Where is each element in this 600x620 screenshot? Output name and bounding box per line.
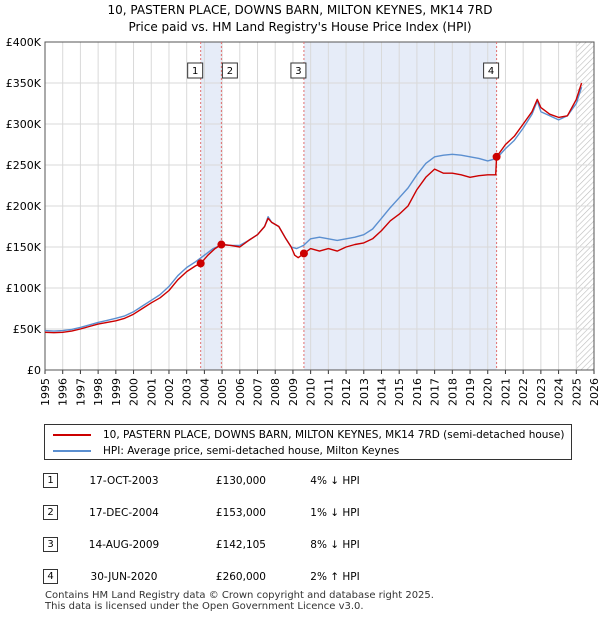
x-tick-label: 1997 [74, 378, 87, 406]
sale-price: £153,000 [215, 507, 266, 519]
sale-marker-badge-label: 1 [192, 66, 198, 77]
sale-price: £260,000 [215, 571, 266, 583]
sale-marker-badge [221, 62, 238, 79]
footer-line-2: This data is licensed under the Open Gov… [45, 601, 364, 612]
sale-point [217, 240, 226, 249]
chart-legend: 10, PASTERN PLACE, DOWNS BARN, MILTON KE… [44, 424, 572, 460]
x-tick-label: 2024 [553, 378, 566, 406]
sale-marker-badge [483, 62, 500, 79]
x-tick-label: 2018 [446, 378, 459, 406]
sale-point [492, 152, 501, 161]
x-tick-label: 2010 [305, 378, 318, 406]
chart-title: 10, PASTERN PLACE, DOWNS BARN, MILTON KE… [108, 3, 493, 17]
sale-hpi-diff: 2% ↑ HPI [310, 571, 360, 583]
x-tick-label: 2008 [269, 378, 282, 406]
sale-price: £142,105 [215, 539, 266, 551]
sale-number-badge: 4 [43, 569, 58, 584]
x-tick-label: 2026 [588, 378, 600, 406]
sale-point [196, 259, 205, 268]
y-tick-label: £150K [6, 241, 42, 254]
sale-row: 1 17-OCT-2003 £130,000 4% ↓ HPI [0, 468, 600, 494]
sale-row: 3 14-AUG-2009 £142,105 8% ↓ HPI [0, 532, 600, 558]
x-tick-label: 2017 [429, 378, 442, 406]
sale-number-badge: 1 [43, 473, 58, 488]
sale-marker-badge-label: 4 [488, 66, 494, 77]
footer-line-1: Contains HM Land Registry data © Crown c… [45, 590, 434, 601]
x-tick-label: 1996 [57, 378, 70, 406]
x-tick-label: 2023 [535, 378, 548, 406]
sale-hpi-diff: 1% ↓ HPI [310, 507, 360, 519]
sale-hpi-diff: 8% ↓ HPI [310, 539, 360, 551]
sale-date: 17-OCT-2003 [89, 475, 159, 487]
x-tick-label: 2009 [287, 378, 300, 406]
x-tick-label: 2004 [198, 378, 211, 406]
x-tick-label: 2019 [464, 378, 477, 406]
chart-subtitle: Price paid vs. HM Land Registry's House … [128, 20, 471, 34]
sale-marker-badge [290, 62, 307, 79]
sale-number-badge: 2 [43, 505, 58, 520]
sale-price: £130,000 [215, 475, 266, 487]
y-tick-label: £300K [6, 118, 42, 131]
footer-attribution: Contains HM Land Registry data © Crown c… [45, 590, 434, 612]
y-tick-label: £350K [6, 77, 42, 90]
legend-item-property: 10, PASTERN PLACE, DOWNS BARN, MILTON KE… [53, 427, 564, 443]
sale-number-badge: 3 [43, 537, 58, 552]
x-tick-label: 2000 [128, 378, 141, 406]
x-tick-label: 2006 [234, 378, 247, 406]
plot-frame [44, 41, 595, 371]
x-tick-label: 2007 [252, 378, 265, 406]
x-tick-label: 2005 [216, 378, 229, 406]
x-tick-label: 2011 [322, 378, 335, 406]
x-tick-label: 1995 [39, 378, 52, 406]
sale-marker-badge-label: 2 [227, 66, 233, 77]
legend-item-hpi: HPI: Average price, semi-detached house,… [53, 443, 399, 459]
x-tick-label: 2014 [375, 378, 388, 406]
x-tick-label: 2013 [358, 378, 371, 406]
sale-hpi-diff: 4% ↓ HPI [310, 475, 360, 487]
x-tick-label: 2025 [570, 378, 583, 406]
legend-swatch-hpi [53, 450, 91, 452]
sale-date: 30-JUN-2020 [90, 571, 158, 583]
x-tick-label: 2021 [499, 378, 512, 406]
sale-marker-badge-label: 3 [295, 66, 301, 77]
sale-date: 14-AUG-2009 [88, 539, 160, 551]
x-tick-label: 2002 [163, 378, 176, 406]
legend-label-property: 10, PASTERN PLACE, DOWNS BARN, MILTON KE… [103, 429, 565, 441]
sale-point [299, 249, 308, 258]
x-tick-label: 2015 [393, 378, 406, 406]
x-tick-label: 2016 [411, 378, 424, 406]
x-tick-label: 2001 [145, 378, 158, 406]
sale-marker-badge [187, 62, 204, 79]
y-tick-label: £100K [6, 282, 42, 295]
y-tick-label: £200K [6, 200, 42, 213]
price-chart: 10, PASTERN PLACE, DOWNS BARN, MILTON KE… [6, 3, 600, 406]
x-tick-label: 2003 [181, 378, 194, 406]
legend-label-hpi: HPI: Average price, semi-detached house,… [103, 445, 400, 457]
x-tick-label: 1998 [92, 378, 105, 406]
x-tick-label: 2020 [482, 378, 495, 406]
x-tick-label: 1999 [110, 378, 123, 406]
x-tick-label: 2012 [340, 378, 353, 406]
legend-swatch-property [53, 434, 91, 436]
y-tick-label: £400K [6, 36, 42, 49]
y-tick-label: £250K [6, 159, 42, 172]
y-tick-label: £0 [27, 364, 41, 377]
sale-row: 2 17-DEC-2004 £153,000 1% ↓ HPI [0, 500, 600, 526]
sale-date: 17-DEC-2004 [89, 507, 159, 519]
sale-row: 4 30-JUN-2020 £260,000 2% ↑ HPI [0, 564, 600, 590]
y-tick-label: £50K [13, 323, 42, 336]
x-tick-label: 2022 [517, 378, 530, 406]
